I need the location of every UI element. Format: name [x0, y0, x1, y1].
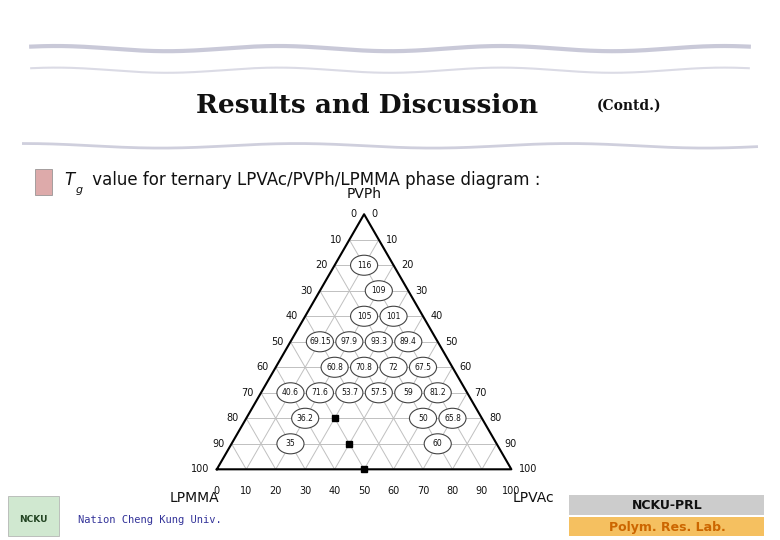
- Text: 10: 10: [386, 235, 399, 245]
- Text: 40: 40: [285, 311, 298, 321]
- Text: g: g: [76, 185, 83, 194]
- Ellipse shape: [350, 255, 378, 275]
- Text: 0: 0: [371, 209, 378, 219]
- Text: 71.6: 71.6: [311, 388, 328, 397]
- Text: 60.8: 60.8: [326, 363, 343, 372]
- Text: 0: 0: [214, 485, 220, 496]
- Text: 10: 10: [240, 485, 253, 496]
- Text: 67.5: 67.5: [414, 363, 431, 372]
- Text: 81.2: 81.2: [430, 388, 446, 397]
- Text: 100: 100: [519, 464, 537, 474]
- Text: LPVAc: LPVAc: [512, 491, 555, 505]
- Text: 59: 59: [403, 388, 413, 397]
- Ellipse shape: [365, 281, 392, 301]
- Text: 101: 101: [386, 312, 401, 321]
- Text: 20: 20: [270, 485, 282, 496]
- Text: 50: 50: [271, 337, 283, 347]
- Text: 69.15: 69.15: [309, 338, 331, 346]
- Text: 80: 80: [489, 413, 502, 423]
- Text: 93.3: 93.3: [370, 338, 388, 346]
- Ellipse shape: [410, 357, 437, 377]
- Ellipse shape: [292, 408, 319, 428]
- Text: 70.8: 70.8: [356, 363, 373, 372]
- Text: 97.9: 97.9: [341, 338, 358, 346]
- Text: 60: 60: [433, 440, 442, 448]
- Ellipse shape: [277, 383, 304, 403]
- Text: T: T: [64, 171, 74, 189]
- Text: 116: 116: [357, 261, 371, 270]
- Ellipse shape: [365, 383, 392, 403]
- FancyBboxPatch shape: [569, 495, 764, 515]
- Text: 109: 109: [371, 286, 386, 295]
- Text: 57.5: 57.5: [370, 388, 388, 397]
- Text: Polym. Res. Lab.: Polym. Res. Lab.: [608, 521, 725, 534]
- Text: 90: 90: [476, 485, 488, 496]
- Text: 72: 72: [388, 363, 399, 372]
- Text: 60: 60: [388, 485, 399, 496]
- Text: 30: 30: [416, 286, 428, 296]
- Text: 105: 105: [356, 312, 371, 321]
- Ellipse shape: [380, 306, 407, 326]
- Text: 20: 20: [401, 260, 413, 270]
- FancyBboxPatch shape: [35, 168, 52, 195]
- Ellipse shape: [410, 408, 437, 428]
- Text: 80: 80: [227, 413, 239, 423]
- Ellipse shape: [424, 383, 452, 403]
- Text: 30: 30: [299, 485, 311, 496]
- Text: 40: 40: [328, 485, 341, 496]
- Text: 65.8: 65.8: [444, 414, 461, 423]
- Text: 0: 0: [350, 209, 356, 219]
- Text: 70: 70: [474, 388, 487, 398]
- Text: 100: 100: [191, 464, 210, 474]
- FancyBboxPatch shape: [569, 517, 764, 536]
- Text: 80: 80: [446, 485, 459, 496]
- Text: 89.4: 89.4: [400, 338, 417, 346]
- Text: 100: 100: [502, 485, 520, 496]
- Text: 50: 50: [418, 414, 428, 423]
- Text: Nation Cheng Kung Univ.: Nation Cheng Kung Univ.: [78, 515, 222, 524]
- Ellipse shape: [380, 357, 407, 377]
- Text: 90: 90: [212, 439, 224, 449]
- Text: 35: 35: [285, 440, 296, 448]
- Text: 50: 50: [358, 485, 370, 496]
- Text: LPMMA: LPMMA: [170, 491, 219, 505]
- Text: Results and Discussion: Results and Discussion: [196, 93, 537, 118]
- Ellipse shape: [365, 332, 392, 352]
- Text: value for ternary LPVAc/PVPh/LPMMA phase diagram :: value for ternary LPVAc/PVPh/LPMMA phase…: [87, 171, 541, 189]
- Text: 10: 10: [330, 235, 342, 245]
- Ellipse shape: [321, 357, 348, 377]
- Text: 53.7: 53.7: [341, 388, 358, 397]
- Ellipse shape: [336, 383, 363, 403]
- Text: 30: 30: [300, 286, 313, 296]
- Text: 90: 90: [504, 439, 516, 449]
- Ellipse shape: [350, 306, 378, 326]
- Ellipse shape: [307, 383, 334, 403]
- Text: 70: 70: [417, 485, 429, 496]
- Text: 40.6: 40.6: [282, 388, 299, 397]
- Text: 36.2: 36.2: [296, 414, 314, 423]
- Ellipse shape: [277, 434, 304, 454]
- Text: 60: 60: [256, 362, 268, 372]
- Text: 40: 40: [431, 311, 442, 321]
- Ellipse shape: [336, 332, 363, 352]
- Ellipse shape: [395, 332, 422, 352]
- Ellipse shape: [350, 357, 378, 377]
- Text: PVPh: PVPh: [346, 187, 381, 201]
- Ellipse shape: [395, 383, 422, 403]
- Ellipse shape: [307, 332, 334, 352]
- Text: NCKU-PRL: NCKU-PRL: [632, 498, 702, 511]
- Ellipse shape: [424, 434, 452, 454]
- Text: (Contd.): (Contd.): [597, 98, 661, 112]
- Text: 60: 60: [460, 362, 472, 372]
- FancyBboxPatch shape: [8, 496, 58, 536]
- Ellipse shape: [439, 408, 466, 428]
- Text: 50: 50: [445, 337, 457, 347]
- Text: NCKU: NCKU: [20, 515, 48, 524]
- Text: 20: 20: [315, 260, 328, 270]
- Text: 70: 70: [241, 388, 254, 398]
